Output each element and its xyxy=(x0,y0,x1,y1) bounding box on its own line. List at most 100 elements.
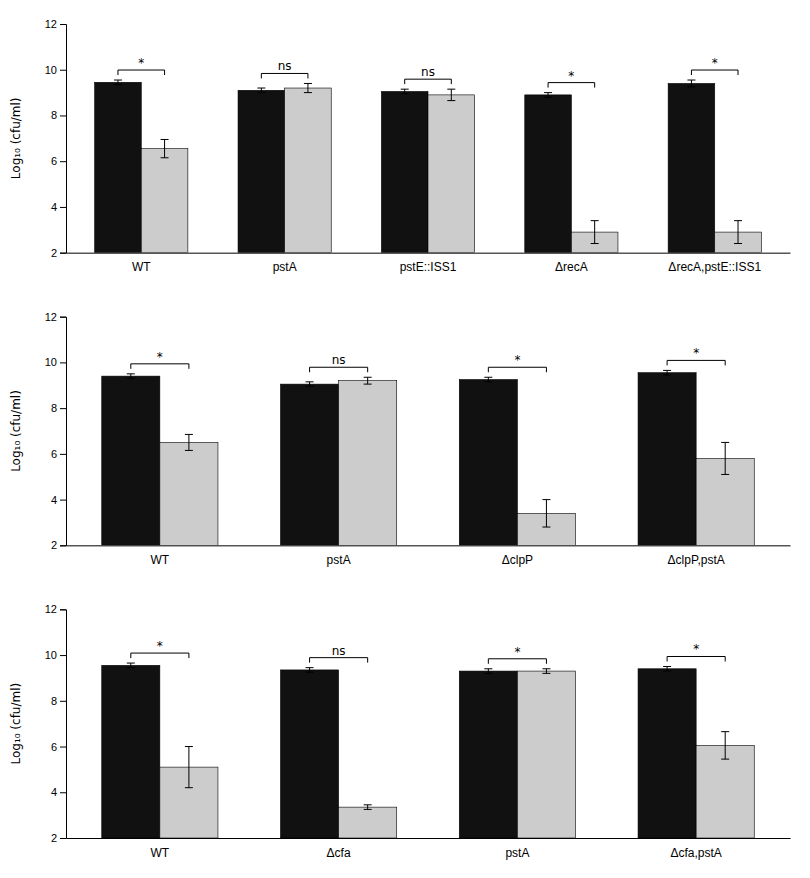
significance-bracket xyxy=(691,70,738,75)
x-tick: WT xyxy=(132,260,151,274)
significance-label: * xyxy=(157,350,163,364)
bar xyxy=(141,149,188,253)
plot-area xyxy=(102,663,754,838)
x-tick: pstA xyxy=(273,260,297,274)
significance-label: ns xyxy=(332,644,346,658)
tick-label: 12 xyxy=(45,18,57,30)
tick-label: ΔclpP xyxy=(502,553,533,567)
axis-line xyxy=(60,25,67,254)
tick-label: 12 xyxy=(45,311,57,323)
annotations: *nsns** xyxy=(118,56,738,88)
tick-mark xyxy=(60,253,66,254)
error-bar xyxy=(484,669,492,674)
tick-label: 4 xyxy=(51,494,57,506)
significance-bracket xyxy=(667,657,725,662)
axis-line xyxy=(67,253,791,254)
axis-line xyxy=(60,317,67,546)
y-tick: 6 xyxy=(51,741,66,753)
bar xyxy=(668,83,715,252)
tick-label: WT xyxy=(151,846,170,860)
significance-bracket xyxy=(118,70,165,75)
y-tick: 2 xyxy=(51,832,66,844)
significance-label: * xyxy=(712,56,718,70)
tick-label: 12 xyxy=(45,603,57,615)
series xyxy=(160,669,754,838)
tick-mark xyxy=(60,655,66,656)
significance-bracket xyxy=(405,79,452,84)
significance-bracket xyxy=(131,364,189,369)
y-tick: 10 xyxy=(45,356,66,368)
y-tick: 6 xyxy=(51,448,66,460)
tick-mark xyxy=(60,362,66,363)
axis-title: Log₁₀ (cfu/ml) xyxy=(9,97,23,179)
error-bar xyxy=(734,221,742,244)
bar xyxy=(281,670,339,838)
bar xyxy=(102,665,160,838)
annotations: *ns** xyxy=(131,346,725,372)
tick-label: ΔclpP,pstA xyxy=(668,553,725,567)
axis-title: Log₁₀ (cfu/ml) xyxy=(9,683,23,765)
tick-label: 10 xyxy=(45,64,57,76)
tick-mark xyxy=(60,115,66,116)
axis-line xyxy=(67,545,791,546)
x-axis: WTpstApstE::ISS1ΔrecAΔrecA,pstE::ISS1 xyxy=(67,253,791,274)
error-bar xyxy=(114,80,122,85)
y-tick: 8 xyxy=(51,402,66,414)
tick-mark xyxy=(60,454,66,455)
significance-label: * xyxy=(693,346,699,360)
x-tick: WT xyxy=(151,553,170,567)
significance-bracket xyxy=(310,367,368,372)
x-tick: WT xyxy=(151,846,170,860)
tick-label: pstA xyxy=(327,553,351,567)
significance-bracket xyxy=(310,658,368,663)
error-bar xyxy=(185,434,193,450)
significance-label: * xyxy=(568,69,574,83)
error-bar xyxy=(161,139,169,157)
tick-label: 6 xyxy=(51,448,57,460)
bar xyxy=(339,381,397,546)
error-bar xyxy=(544,93,552,98)
x-tick: pstA xyxy=(505,846,529,860)
y-tick: 8 xyxy=(51,109,66,121)
tick-label: 6 xyxy=(51,155,57,167)
annotations: * ns * * xyxy=(131,639,725,664)
significance-bracket xyxy=(548,83,595,88)
y-tick: 4 xyxy=(51,494,66,506)
significance-label: * xyxy=(693,643,699,657)
tick-mark xyxy=(60,317,66,318)
y-tick: 10 xyxy=(45,649,66,661)
bar xyxy=(428,95,475,253)
tick-label: pstE::ISS1 xyxy=(400,260,457,274)
series xyxy=(160,377,754,545)
tick-mark xyxy=(60,408,66,409)
significance-label: * xyxy=(514,645,520,659)
series xyxy=(95,80,715,253)
bar xyxy=(525,95,572,253)
y-tick: 6 xyxy=(51,155,66,167)
error-bar xyxy=(687,80,695,87)
error-bar xyxy=(542,500,550,527)
error-bar xyxy=(447,89,455,100)
significance-label: * xyxy=(157,639,163,653)
bar xyxy=(339,807,397,838)
panel: 24681012Log₁₀ (cfu/ml)WTΔcfapstAΔcfa,pst… xyxy=(9,603,791,859)
tick-mark xyxy=(60,701,66,702)
bar xyxy=(517,671,575,838)
error-bar xyxy=(127,663,135,668)
significance-label: ns xyxy=(421,65,435,79)
y-tick: 12 xyxy=(45,18,66,30)
error-bar xyxy=(591,221,599,244)
tick-label: ΔrecA,pstE::ISS1 xyxy=(668,260,761,274)
tick-label: 2 xyxy=(51,247,57,259)
error-bar xyxy=(306,382,314,387)
significance-bracket xyxy=(261,73,308,78)
error-bar xyxy=(401,89,409,94)
tick-mark xyxy=(60,747,66,748)
error-bar xyxy=(364,805,372,810)
tick-label: Δcfa xyxy=(327,846,351,860)
tick-label: 8 xyxy=(51,109,57,121)
error-bar xyxy=(663,667,671,672)
plot-area xyxy=(95,80,762,253)
y-axis: 24681012 xyxy=(45,18,67,259)
series xyxy=(102,663,696,838)
